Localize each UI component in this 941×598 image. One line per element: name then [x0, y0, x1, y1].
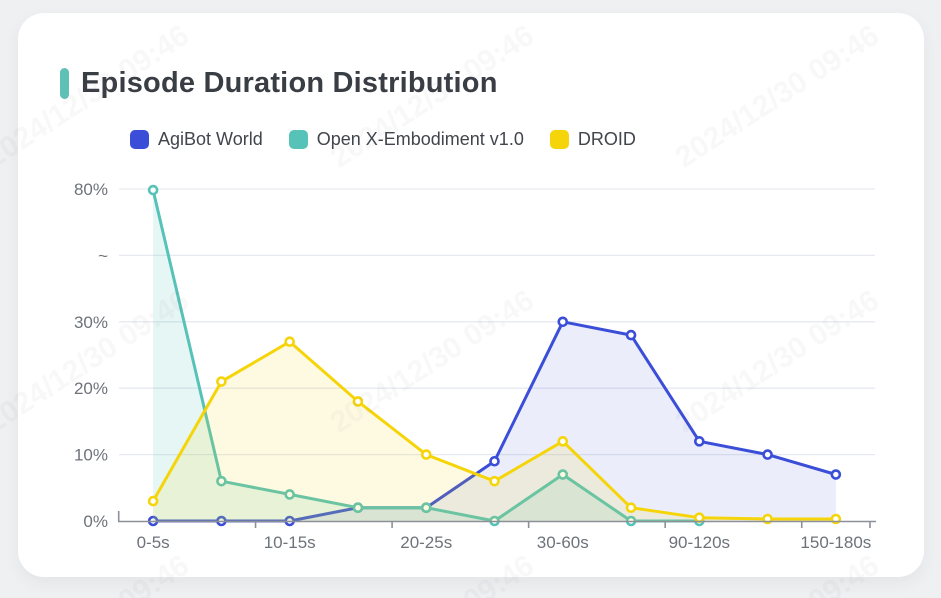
- title-row: Episode Duration Distribution: [60, 65, 498, 101]
- legend-label: Open X-Embodiment v1.0: [316, 128, 524, 149]
- legend-swatch-icon: [288, 129, 308, 149]
- legend-label: AgiBot World: [158, 128, 263, 149]
- legend-swatch-icon: [130, 129, 149, 149]
- legend-label: DROID: [577, 128, 636, 149]
- legend-item-droid[interactable]: DROID: [549, 128, 636, 150]
- chart-card: Episode Duration Distribution AgiBot Wor…: [18, 13, 924, 577]
- title-accent-bar: [60, 67, 69, 99]
- chart-legend: AgiBot World Open X-Embodiment v1.0 DROID: [130, 125, 636, 153]
- legend-swatch-icon: [549, 129, 569, 149]
- legend-item-agibot-world[interactable]: AgiBot World: [130, 129, 263, 150]
- chart-title: Episode Duration Distribution: [81, 67, 498, 99]
- legend-item-open-x-embodiment-v1-0[interactable]: Open X-Embodiment v1.0: [288, 128, 524, 150]
